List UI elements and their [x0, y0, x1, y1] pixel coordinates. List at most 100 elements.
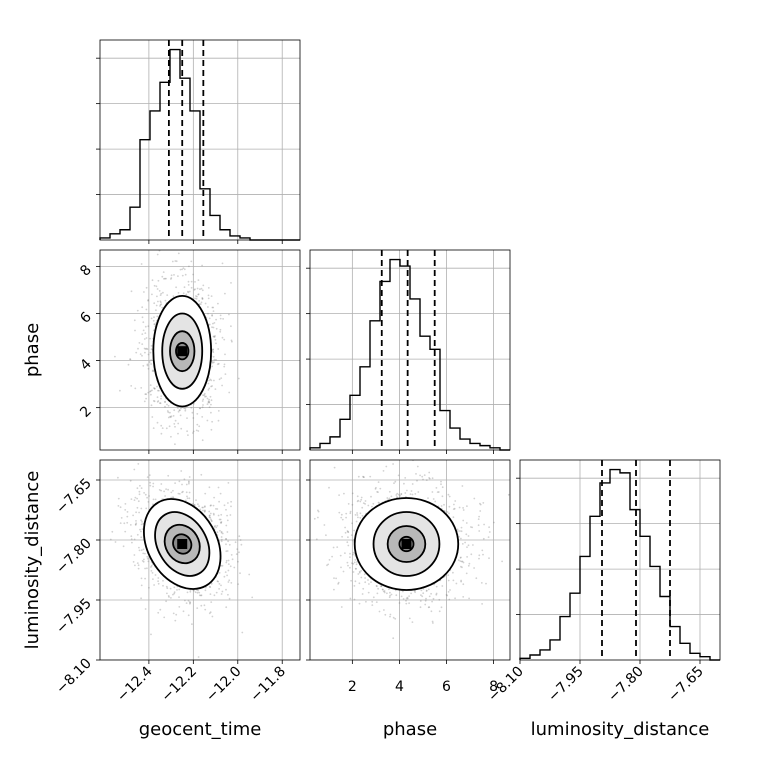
sample-point — [394, 617, 397, 620]
sample-point — [162, 579, 164, 582]
sample-point — [138, 493, 141, 496]
sample-point — [436, 491, 439, 493]
sample-point — [217, 410, 220, 412]
sample-point — [129, 358, 132, 361]
sample-point — [414, 591, 416, 594]
sample-point — [147, 367, 150, 370]
sample-point — [459, 530, 461, 532]
sample-point — [173, 409, 176, 412]
sample-point — [201, 439, 204, 442]
hist-panel-luminosity_distance — [516, 459, 721, 664]
histogram-luminosity_distance — [519, 468, 720, 661]
sample-point — [441, 585, 444, 587]
sample-point — [408, 617, 411, 620]
frame — [99, 249, 301, 451]
sample-point — [406, 597, 409, 600]
sample-point — [152, 482, 155, 485]
sample-point — [346, 530, 349, 532]
sample-point — [172, 612, 175, 615]
sample-point — [443, 503, 445, 506]
sample-point — [201, 289, 204, 292]
sample-point — [135, 520, 137, 522]
sample-point — [362, 475, 364, 478]
sample-point — [148, 361, 151, 363]
sample-point — [194, 591, 197, 594]
sample-point — [186, 417, 188, 419]
sample-point — [393, 482, 395, 485]
sample-point — [211, 348, 214, 351]
sample-point — [141, 528, 144, 530]
sample-point — [236, 548, 239, 550]
sample-point — [362, 502, 365, 504]
sample-point — [167, 411, 170, 414]
density-peak — [177, 539, 188, 549]
sample-point — [400, 493, 403, 495]
sample-point — [468, 562, 471, 565]
sample-point — [178, 493, 181, 495]
sample-point — [180, 470, 183, 472]
sample-point — [464, 541, 466, 544]
sample-point — [351, 562, 353, 564]
sample-point — [226, 574, 229, 577]
sample-point — [151, 279, 154, 282]
sample-point — [414, 493, 417, 495]
sample-point — [152, 400, 155, 402]
sample-point — [478, 554, 481, 557]
sample-point — [361, 514, 364, 517]
sample-point — [408, 595, 410, 597]
sample-point — [361, 593, 364, 595]
sample-point — [178, 588, 181, 591]
sample-point — [210, 399, 213, 402]
sample-point — [168, 425, 171, 428]
sample-point — [178, 606, 181, 608]
sample-point — [223, 338, 226, 341]
sample-point — [447, 493, 450, 496]
sample-point — [164, 495, 167, 497]
sample-point — [225, 543, 227, 546]
sample-point — [138, 549, 141, 552]
sample-point — [227, 540, 230, 543]
sample-point — [159, 294, 162, 296]
sample-point — [134, 329, 136, 332]
sample-point — [344, 531, 347, 534]
sample-point — [203, 511, 206, 513]
sample-point — [150, 566, 152, 568]
sample-point — [169, 415, 172, 418]
sample-point — [357, 499, 360, 502]
sample-point — [170, 496, 173, 499]
sample-point — [207, 400, 210, 403]
sample-point — [202, 404, 204, 406]
sample-point — [421, 595, 424, 598]
sample-point — [173, 586, 176, 589]
sample-point — [328, 559, 331, 561]
sample-point — [423, 474, 426, 476]
sample-point — [207, 297, 210, 300]
sample-point — [142, 321, 145, 324]
sample-point — [383, 590, 386, 592]
sample-point — [130, 538, 133, 540]
sample-point — [143, 347, 146, 350]
sample-point — [211, 615, 214, 618]
sample-point — [200, 594, 203, 597]
sample-point — [349, 566, 351, 569]
sample-point — [452, 508, 455, 510]
sample-point — [218, 518, 221, 521]
sample-point — [448, 495, 451, 498]
sample-point — [340, 606, 343, 608]
sample-point — [425, 597, 427, 600]
sample-point — [353, 598, 356, 601]
sample-point — [126, 511, 129, 513]
sample-point — [459, 557, 462, 559]
sample-point — [183, 407, 186, 410]
sample-point — [182, 490, 184, 493]
y-tick-label-phase: 6 — [77, 309, 95, 327]
x-tick-label-luminosity_distance: −7.95 — [545, 664, 587, 706]
sample-point — [389, 615, 391, 618]
sample-point — [220, 522, 223, 524]
contour-1 — [175, 342, 190, 361]
sample-point — [479, 510, 482, 512]
sample-point — [225, 559, 228, 562]
sample-point — [197, 589, 200, 592]
sample-point — [171, 496, 174, 499]
sample-point — [203, 506, 206, 508]
